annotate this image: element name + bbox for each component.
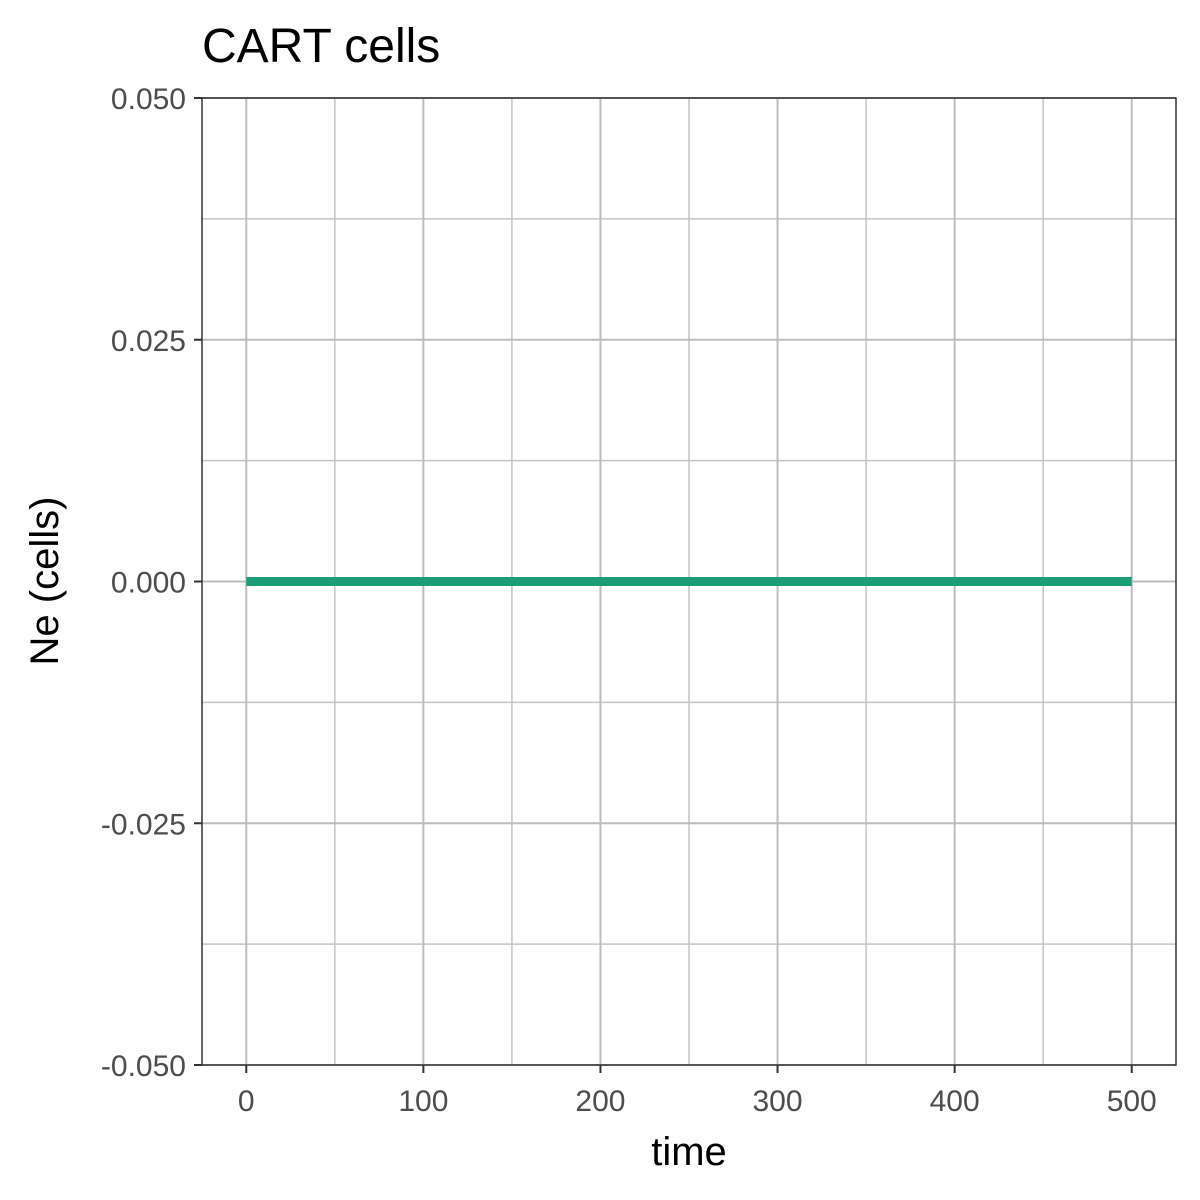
x-tick-label: 300: [753, 1085, 803, 1118]
y-axis-title: Ne (cells): [23, 497, 67, 666]
y-tick-label: 0.000: [111, 567, 186, 600]
x-tick-label: 200: [575, 1085, 625, 1118]
x-axis: 0 100 200 300 400 500: [238, 1065, 1157, 1118]
x-axis-title: time: [651, 1130, 727, 1174]
chart-title: CART cells: [202, 20, 440, 73]
y-axis: -0.050 -0.025 0.000 0.025 0.050: [101, 83, 202, 1083]
y-tick-label: 0.050: [111, 83, 186, 116]
y-tick-label: 0.025: [111, 325, 186, 358]
x-tick-label: 400: [930, 1085, 980, 1118]
x-tick-label: 500: [1107, 1085, 1157, 1118]
y-tick-label: -0.050: [101, 1050, 186, 1083]
x-tick-label: 0: [238, 1085, 255, 1118]
y-tick-label: -0.025: [101, 808, 186, 841]
x-tick-label: 100: [398, 1085, 448, 1118]
